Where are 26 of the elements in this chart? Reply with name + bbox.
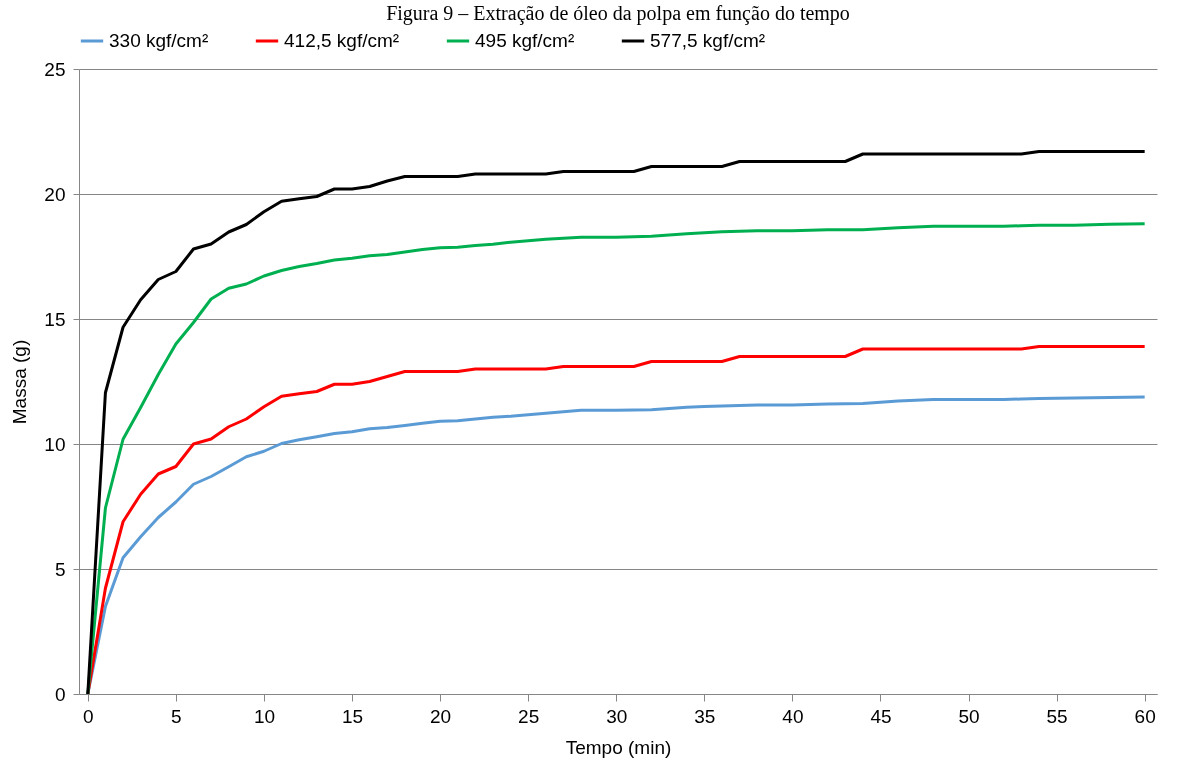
x-tick-label: 5 <box>171 705 182 727</box>
y-tick-label: 10 <box>44 433 66 455</box>
x-tick-label: 10 <box>253 705 276 727</box>
legend-label: 412,5 kgf/cm² <box>284 30 400 51</box>
x-tick-label: 25 <box>518 705 540 727</box>
x-tick-label: 35 <box>694 705 716 727</box>
x-tick-label: 40 <box>782 705 804 727</box>
y-axis-title: Massa (g) <box>9 339 31 425</box>
x-tick-label: 45 <box>870 705 892 727</box>
y-tick-label: 25 <box>44 58 66 80</box>
y-tick-label: 15 <box>44 308 66 330</box>
x-tick-label: 15 <box>341 705 364 727</box>
legend-label: 495 kgf/cm² <box>475 30 575 51</box>
x-axis-title: Tempo (min) <box>565 736 672 758</box>
x-tick-label: 0 <box>83 705 94 727</box>
y-tick-label: 0 <box>54 683 66 705</box>
x-tick-label: 55 <box>1046 705 1068 727</box>
x-tick-label: 20 <box>430 705 452 727</box>
x-tick-label: 50 <box>958 705 980 727</box>
legend-label: 330 kgf/cm² <box>109 30 209 51</box>
x-tick-label: 60 <box>1134 705 1156 727</box>
legend-label: 577,5 kgf/cm² <box>650 30 766 51</box>
y-tick-label: 20 <box>44 183 66 205</box>
y-tick-label: 5 <box>54 558 66 580</box>
x-tick-label: 30 <box>606 705 628 727</box>
chart-title: Figura 9 – Extração de óleo da polpa em função do tempo <box>386 2 850 25</box>
